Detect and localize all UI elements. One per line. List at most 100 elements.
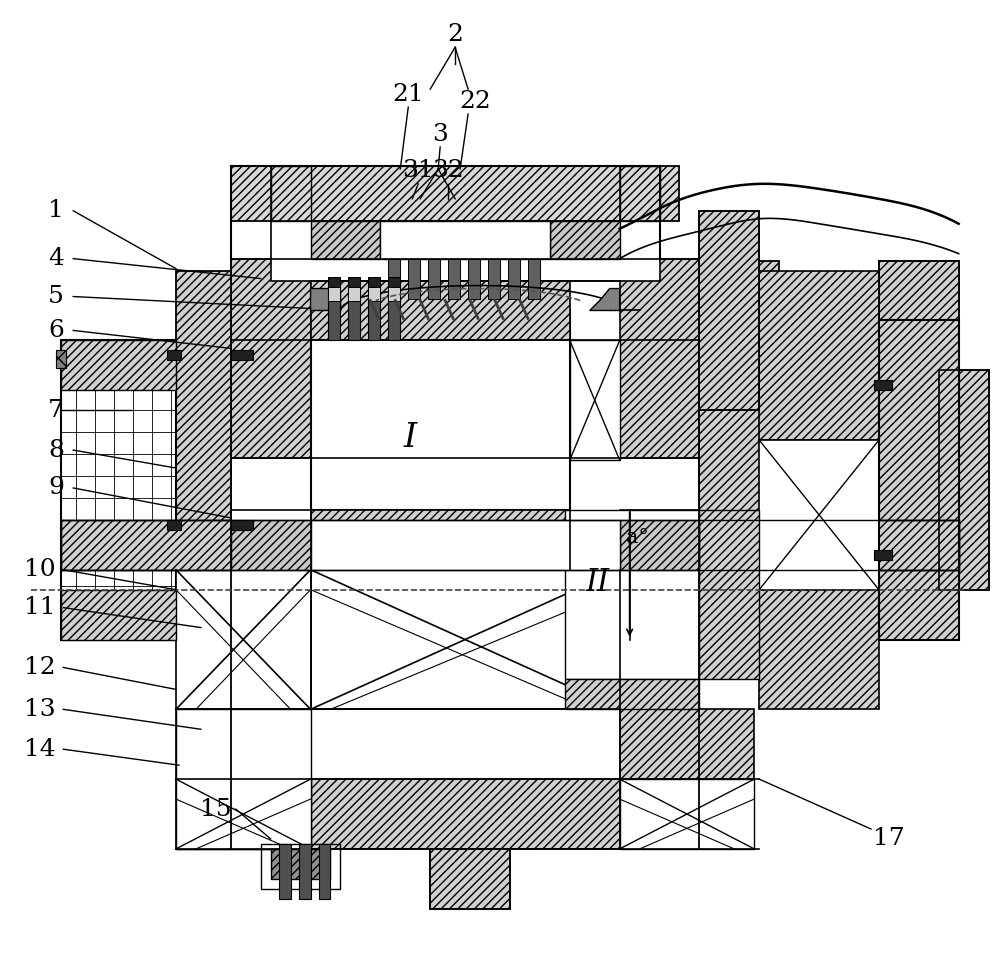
Bar — [380, 220, 550, 259]
Bar — [231, 570, 311, 709]
Bar — [430, 849, 510, 909]
Bar — [231, 259, 311, 458]
Bar — [61, 340, 176, 390]
Text: 6: 6 — [48, 319, 64, 342]
Bar — [879, 261, 959, 321]
Bar — [368, 281, 380, 301]
Polygon shape — [231, 520, 253, 530]
Polygon shape — [348, 277, 360, 286]
Bar — [311, 779, 620, 849]
Bar — [620, 259, 699, 458]
Polygon shape — [328, 277, 340, 286]
Bar — [176, 570, 311, 709]
Bar — [299, 844, 311, 899]
Bar — [231, 520, 311, 570]
Bar — [311, 281, 570, 340]
Text: 13: 13 — [24, 697, 55, 720]
Polygon shape — [565, 510, 699, 679]
Bar — [620, 570, 699, 709]
Bar — [565, 679, 699, 709]
Text: 22: 22 — [459, 90, 491, 113]
Bar — [348, 281, 360, 301]
Bar — [176, 779, 311, 849]
Bar — [61, 590, 176, 640]
Bar — [620, 709, 754, 779]
Text: 31: 31 — [402, 159, 434, 182]
Bar — [959, 371, 989, 590]
Bar — [939, 371, 989, 590]
Bar — [328, 281, 340, 301]
Text: 21: 21 — [392, 82, 424, 105]
Bar — [620, 520, 699, 570]
Text: 1: 1 — [48, 199, 64, 222]
Text: 3: 3 — [432, 123, 448, 146]
Bar — [699, 211, 759, 410]
Bar — [311, 520, 620, 570]
Bar — [56, 351, 66, 368]
Bar — [231, 166, 679, 220]
Text: 15: 15 — [200, 798, 232, 821]
Bar — [699, 510, 759, 679]
Text: 14: 14 — [24, 738, 55, 761]
Bar — [368, 281, 380, 340]
Polygon shape — [311, 288, 340, 310]
Bar — [61, 520, 231, 570]
Bar — [448, 259, 460, 299]
Polygon shape — [231, 351, 253, 360]
Bar — [311, 570, 620, 709]
Bar — [176, 709, 311, 779]
Bar — [699, 520, 959, 570]
Bar — [508, 259, 520, 299]
Text: 17: 17 — [873, 828, 905, 851]
Text: 4: 4 — [48, 247, 64, 270]
Bar — [271, 220, 660, 281]
Bar — [570, 340, 620, 460]
Bar — [279, 844, 291, 899]
Text: 2: 2 — [447, 23, 463, 46]
Bar — [271, 166, 311, 220]
Polygon shape — [167, 520, 181, 530]
Text: 9: 9 — [48, 476, 64, 499]
Text: I: I — [404, 422, 417, 454]
Text: 11: 11 — [24, 596, 55, 619]
Polygon shape — [167, 351, 181, 360]
Polygon shape — [874, 380, 892, 390]
Text: 8: 8 — [48, 439, 64, 462]
Bar — [759, 270, 879, 440]
Bar — [759, 590, 879, 709]
Bar — [699, 520, 959, 570]
Polygon shape — [874, 550, 892, 559]
Bar — [388, 281, 400, 301]
Bar — [311, 220, 380, 259]
Text: 32: 32 — [432, 159, 464, 182]
Bar — [176, 779, 231, 849]
Bar — [620, 166, 660, 220]
Bar — [388, 281, 400, 340]
Polygon shape — [368, 277, 380, 286]
Bar — [699, 211, 759, 410]
Text: a°: a° — [626, 528, 649, 547]
Polygon shape — [590, 288, 620, 310]
Bar — [61, 340, 176, 640]
Bar — [879, 261, 959, 321]
Polygon shape — [388, 277, 400, 286]
Bar — [488, 259, 500, 299]
Bar — [319, 844, 330, 899]
Bar — [620, 779, 754, 849]
Bar — [311, 310, 570, 510]
Bar — [311, 709, 620, 849]
Bar — [468, 259, 480, 299]
Bar — [528, 259, 540, 299]
Text: 5: 5 — [48, 285, 64, 308]
Bar — [261, 844, 340, 889]
Bar — [328, 281, 340, 340]
Bar — [430, 849, 510, 909]
Bar — [176, 270, 231, 600]
Bar — [759, 440, 879, 590]
Bar — [271, 849, 330, 878]
Bar — [428, 259, 440, 299]
Bar — [61, 520, 231, 570]
Text: 12: 12 — [24, 656, 55, 679]
Bar — [408, 259, 420, 299]
Bar — [879, 321, 959, 640]
